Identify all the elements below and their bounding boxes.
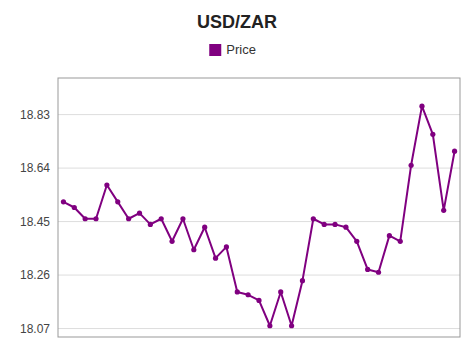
grid-line (58, 275, 460, 276)
y-tick-label: 18.26 (20, 268, 50, 282)
point (72, 205, 77, 210)
grid-line (58, 114, 460, 115)
point (126, 216, 131, 221)
y-tick-label: 18.45 (20, 215, 50, 229)
chart: USD/ZAR Price 18.07 18.26 18.45 18.64 18.83 (0, 0, 474, 355)
point (224, 244, 229, 249)
title: USD/ZAR (197, 12, 277, 32)
legend: Price (209, 42, 256, 57)
point (387, 233, 392, 238)
point (115, 199, 120, 204)
point (365, 267, 370, 272)
grid-line (58, 328, 460, 329)
y-tick-label: 18.07 (20, 322, 50, 336)
point (300, 278, 305, 283)
legend-swatch (209, 44, 221, 56)
point (83, 216, 88, 221)
point (267, 323, 272, 328)
grid (58, 115, 460, 329)
point (137, 211, 142, 216)
point (235, 289, 240, 294)
grid-line (58, 168, 460, 169)
legend-label: Price (226, 42, 256, 57)
plot-frame (58, 78, 460, 337)
point (104, 182, 109, 187)
point (256, 298, 261, 303)
point (409, 163, 414, 168)
point (343, 225, 348, 230)
point (430, 132, 435, 137)
point (213, 256, 218, 261)
point (202, 225, 207, 230)
point (311, 216, 316, 221)
point (191, 247, 196, 252)
point (376, 270, 381, 275)
point (148, 222, 153, 227)
point (246, 292, 251, 297)
point (180, 216, 185, 221)
y-tick-label: 18.83 (20, 108, 50, 122)
line (63, 106, 454, 326)
point (419, 104, 424, 109)
point (289, 323, 294, 328)
point (354, 239, 359, 244)
y-tick-label: 18.64 (20, 161, 50, 175)
point (332, 222, 337, 227)
point (159, 216, 164, 221)
point (278, 289, 283, 294)
point (61, 199, 66, 204)
plot-area (61, 104, 457, 329)
point (398, 239, 403, 244)
point (441, 208, 446, 213)
point (93, 216, 98, 221)
point (169, 239, 174, 244)
point (452, 149, 457, 154)
point (322, 222, 327, 227)
grid-line (58, 221, 460, 222)
